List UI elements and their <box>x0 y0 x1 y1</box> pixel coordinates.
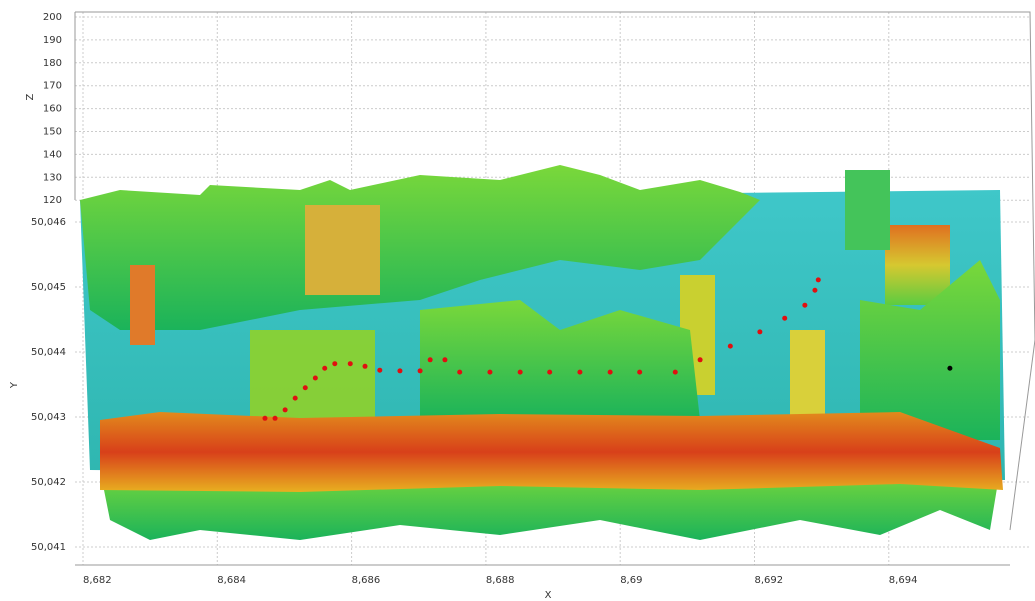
point <box>518 370 523 375</box>
z-tick-label: 180 <box>43 58 62 69</box>
point <box>397 368 402 373</box>
point <box>348 361 353 366</box>
point <box>428 357 433 362</box>
point <box>293 396 298 401</box>
point <box>377 368 382 373</box>
x-tick-label: 8,688 <box>486 575 515 586</box>
x-tick-label: 8,692 <box>755 575 784 586</box>
point <box>728 344 733 349</box>
point <box>782 316 787 321</box>
point <box>322 366 327 371</box>
point <box>698 357 703 362</box>
point <box>608 370 613 375</box>
z-tick-label: 160 <box>43 104 62 115</box>
point <box>547 370 552 375</box>
z-tick-label: 200 <box>43 12 62 23</box>
point <box>673 370 678 375</box>
z-tick-label: 120 <box>43 195 62 206</box>
x-tick-label: 8,694 <box>889 575 918 586</box>
point <box>418 368 423 373</box>
y-tick-label: 50,044 <box>31 347 66 358</box>
x-axis-label: X <box>545 590 552 601</box>
y-tick-label: 50,041 <box>31 542 66 553</box>
point <box>487 370 492 375</box>
point <box>637 370 642 375</box>
point <box>442 357 447 362</box>
point <box>303 385 308 390</box>
point <box>577 370 582 375</box>
z-tick-label: 190 <box>43 35 62 46</box>
point <box>757 329 762 334</box>
point <box>273 416 278 421</box>
point <box>283 407 288 412</box>
y-tick-label: 50,042 <box>31 477 66 488</box>
y-tick-label: 50,043 <box>31 412 66 423</box>
x-tick-label: 8,69 <box>620 575 642 586</box>
z-tick-label: 130 <box>43 172 62 183</box>
point <box>816 277 821 282</box>
x-tick-label: 8,686 <box>352 575 381 586</box>
y-tick-label: 50,046 <box>31 217 66 228</box>
point <box>947 366 952 371</box>
y-axis-label: Y <box>9 381 20 389</box>
z-axis-label: Z <box>25 93 36 100</box>
point <box>802 303 807 308</box>
x-tick-label: 8,682 <box>83 575 112 586</box>
z-tick-label: 170 <box>43 81 62 92</box>
z-tick-label: 150 <box>43 127 62 138</box>
point <box>332 361 337 366</box>
point <box>363 364 368 369</box>
point <box>812 288 817 293</box>
x-tick-label: 8,684 <box>217 575 246 586</box>
surface <box>80 165 1005 540</box>
y-tick-label: 50,045 <box>31 282 66 293</box>
point <box>457 370 462 375</box>
z-tick-label: 140 <box>43 149 62 160</box>
point <box>262 416 267 421</box>
point <box>313 376 318 381</box>
chart: Z Y X 120 130 140 150 160 170 180 190 200 50,041 5… <box>0 0 1035 601</box>
